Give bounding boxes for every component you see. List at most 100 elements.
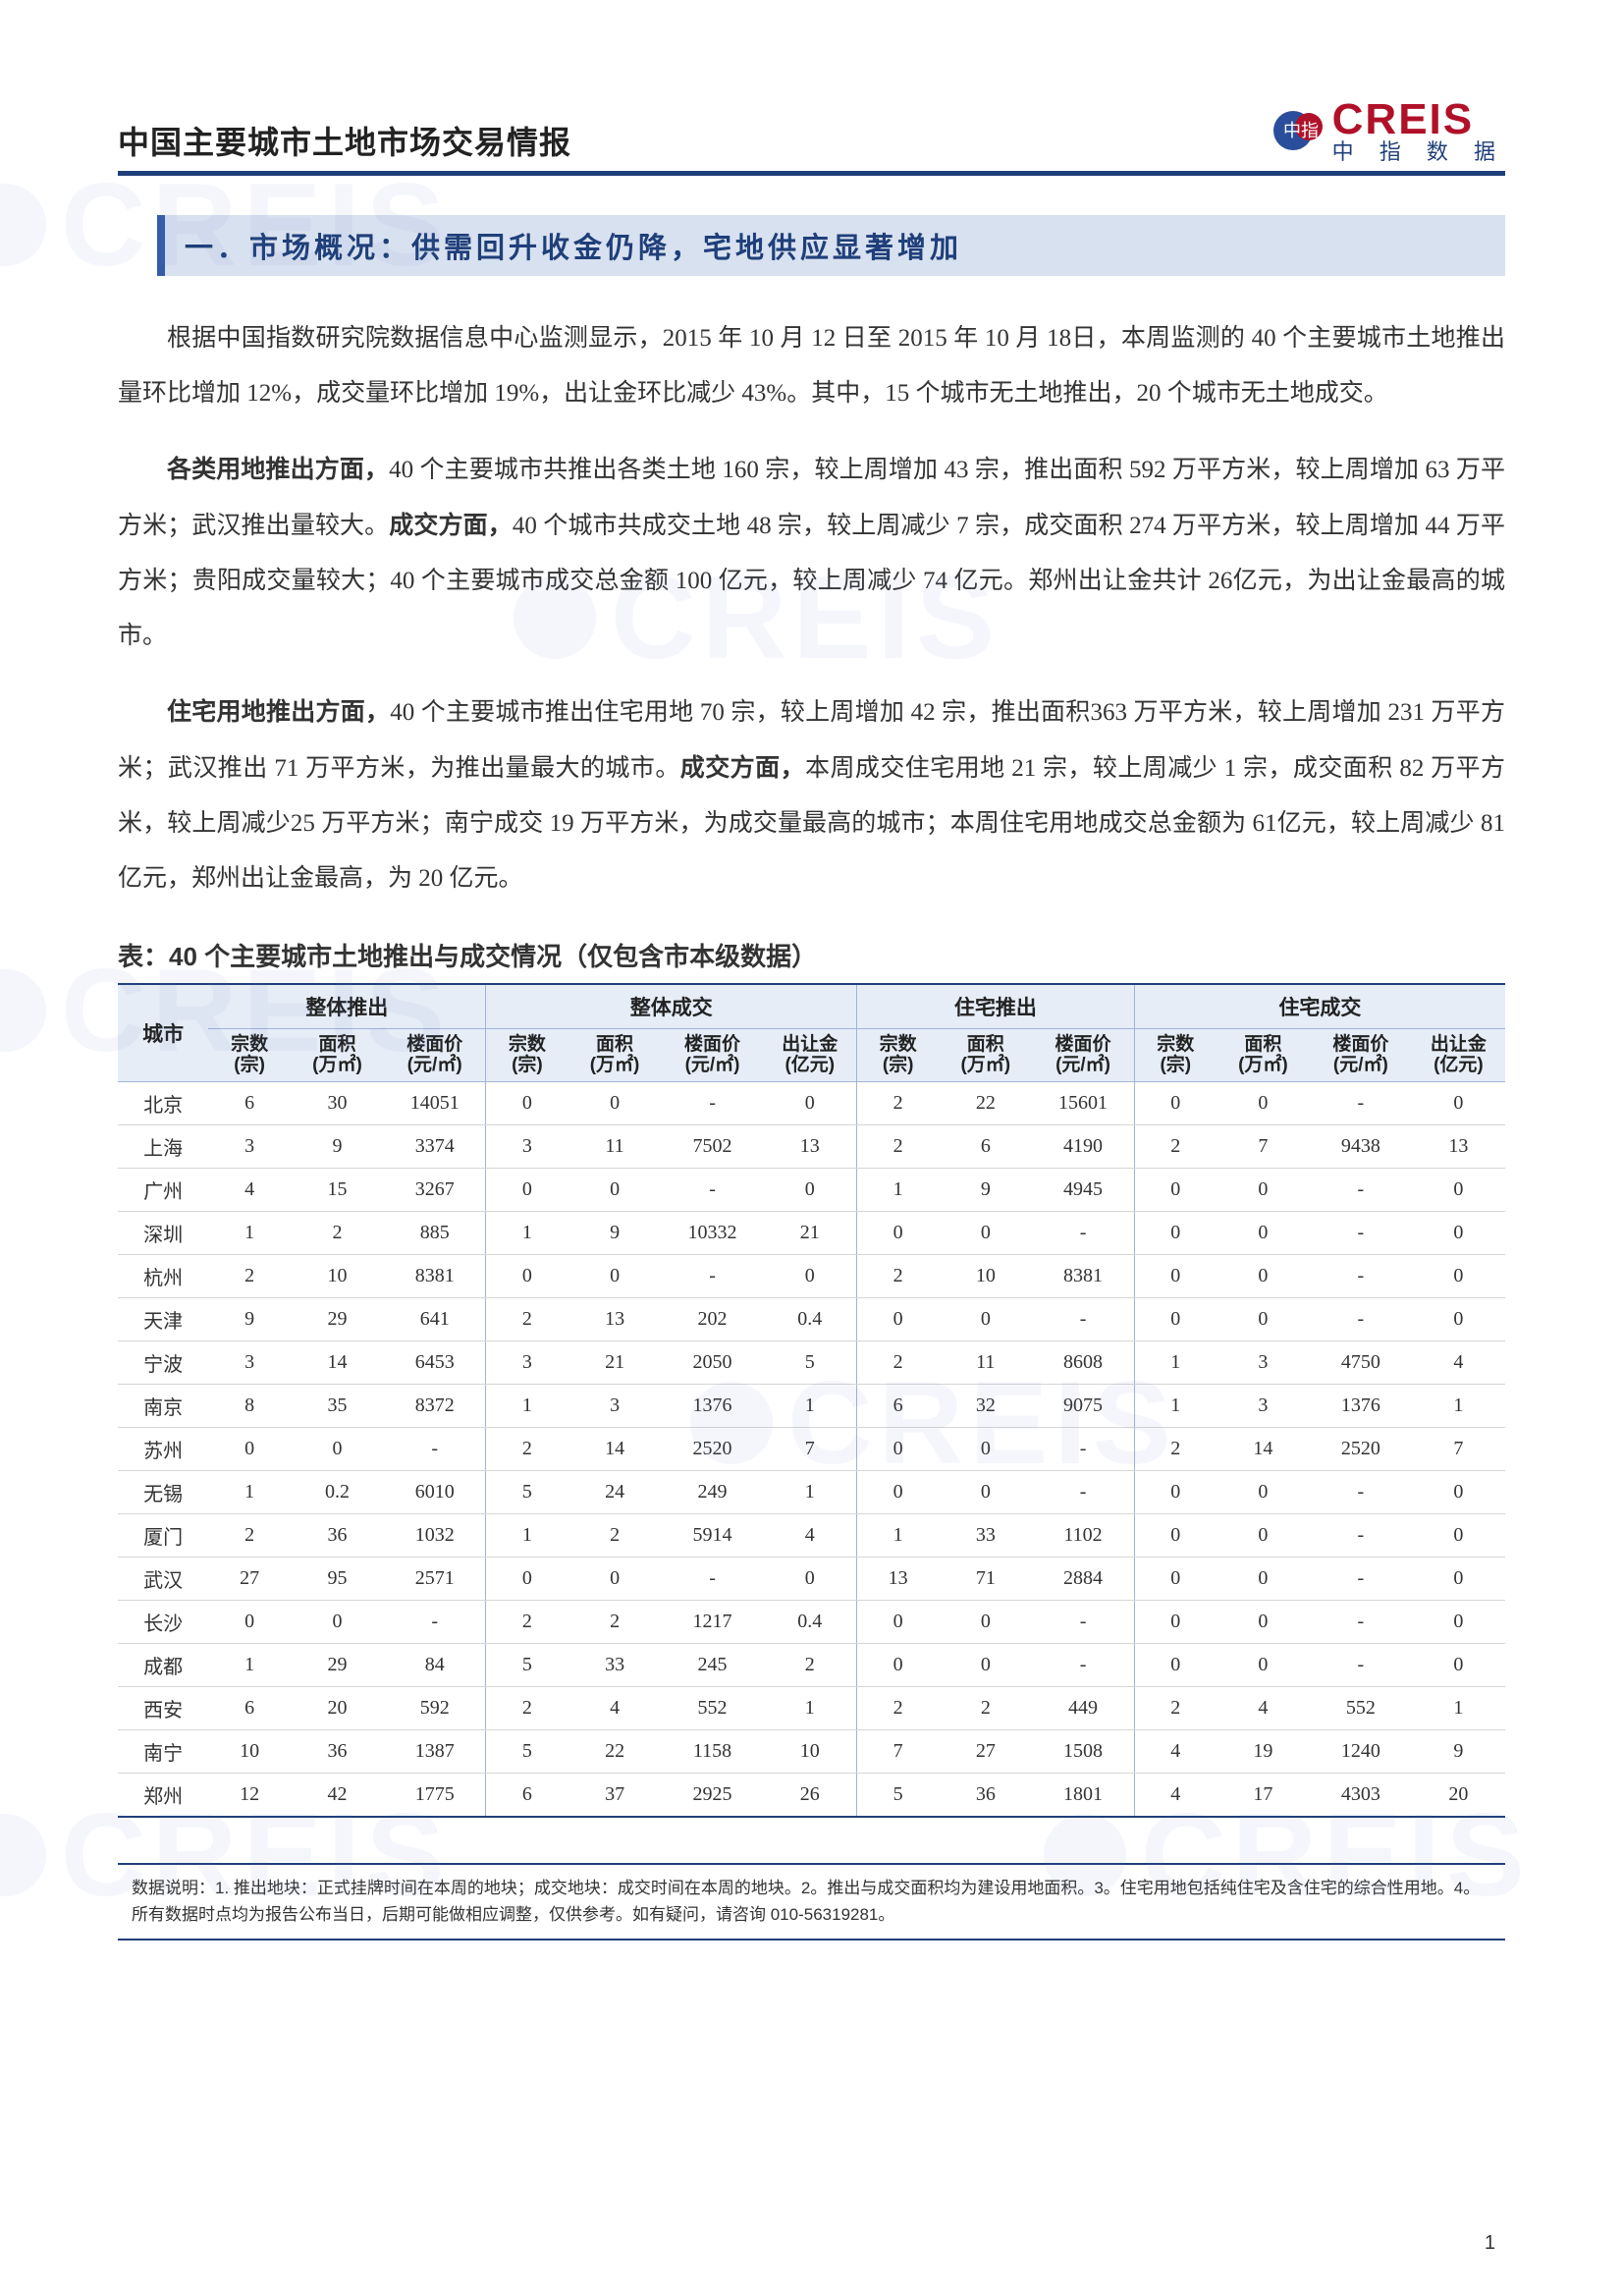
- table-cell: 7: [1412, 1428, 1505, 1471]
- table-cell: 4: [1412, 1341, 1505, 1385]
- table-cell: -: [1310, 1514, 1412, 1558]
- table-cell: 0.4: [763, 1601, 856, 1644]
- table-cell: 0: [763, 1255, 856, 1298]
- table-cell: 6: [857, 1385, 940, 1428]
- table-cell: 1: [1412, 1385, 1505, 1428]
- table-cell: 0: [1134, 1471, 1217, 1514]
- table-cell: -: [1310, 1601, 1412, 1644]
- table-cell: 0: [291, 1601, 384, 1644]
- table-cell: 0: [1134, 1514, 1217, 1558]
- logo-brand-text: CREIS: [1332, 98, 1505, 141]
- table-cell: 0: [857, 1212, 940, 1255]
- table-cell: 1: [763, 1471, 856, 1514]
- table-cell: 14051: [384, 1082, 486, 1125]
- table-row: 无锡10.26010524249100-00-0: [118, 1471, 1505, 1514]
- table-cell: 0: [1217, 1255, 1310, 1298]
- table-cell: 6: [208, 1082, 291, 1125]
- table-cell: 6: [486, 1774, 568, 1818]
- table-cell: 1: [208, 1471, 291, 1514]
- table-cell: 8608: [1032, 1341, 1134, 1385]
- table-cell: 4: [763, 1514, 856, 1558]
- table-cell: 7502: [662, 1125, 764, 1169]
- table-cell: 9: [208, 1298, 291, 1341]
- subcol: 面积(万㎡): [939, 1028, 1032, 1082]
- table-cell: 西安: [118, 1687, 208, 1730]
- table-cell: 21: [568, 1341, 661, 1385]
- table-cell: 0: [1134, 1212, 1217, 1255]
- grp-overall-deal: 整体成交: [486, 984, 857, 1029]
- table-cell: 1775: [384, 1774, 486, 1818]
- p3-lead2: 成交方面，: [680, 754, 805, 782]
- table-cell: 6: [208, 1687, 291, 1730]
- table-cell: 19: [1217, 1730, 1310, 1774]
- table-cell: 长沙: [118, 1601, 208, 1644]
- table-cell: -: [662, 1082, 764, 1125]
- table-row: 宁波31464533212050521186081347504: [118, 1341, 1505, 1385]
- table-row: 南京8358372131376163290751313761: [118, 1385, 1505, 1428]
- table-cell: 6010: [384, 1471, 486, 1514]
- table-cell: 2: [939, 1687, 1032, 1730]
- table-cell: 0: [1217, 1514, 1310, 1558]
- table-cell: 21: [763, 1212, 856, 1255]
- footnote: 数据说明：1. 推出地块：正式挂牌时间在本周的地块；成交地块：成交时间在本周的地…: [118, 1863, 1505, 1940]
- table-cell: 24: [568, 1471, 661, 1514]
- table-cell: 2050: [662, 1341, 764, 1385]
- table-cell: 1158: [662, 1730, 764, 1774]
- table-cell: 4: [1134, 1730, 1217, 1774]
- table-row: 北京6301405100-02221560100-0: [118, 1082, 1505, 1125]
- table-cell: 2: [857, 1255, 940, 1298]
- table-cell: -: [1032, 1428, 1134, 1471]
- table-cell: 0: [763, 1169, 856, 1212]
- table-cell: 0: [1134, 1255, 1217, 1298]
- table-cell: 0: [1412, 1169, 1505, 1212]
- table-cell: -: [1310, 1644, 1412, 1687]
- table-cell: 6: [939, 1125, 1032, 1169]
- table-cell: 2: [486, 1601, 568, 1644]
- table-cell: 0: [1412, 1644, 1505, 1687]
- table-cell: -: [1310, 1212, 1412, 1255]
- paragraph-1: 根据中国指数研究院数据信息中心监测显示，2015 年 10 月 12 日至 20…: [118, 311, 1505, 422]
- table-cell: 2: [568, 1514, 661, 1558]
- table-cell: 0: [1217, 1082, 1310, 1125]
- table-cell: -: [1032, 1601, 1134, 1644]
- subcol: 出让金(亿元): [1412, 1028, 1505, 1082]
- table-cell: 0: [1134, 1644, 1217, 1687]
- table-cell: 4190: [1032, 1125, 1134, 1169]
- table-row: 厦门23610321259144133110200-0: [118, 1514, 1505, 1558]
- table-cell: 0: [857, 1601, 940, 1644]
- table-cell: 0.2: [291, 1471, 384, 1514]
- table-cell: 3: [568, 1385, 661, 1428]
- table-cell: 2: [763, 1644, 856, 1687]
- table-cell: 4: [208, 1169, 291, 1212]
- table-cell: 1: [1412, 1687, 1505, 1730]
- table-body: 北京6301405100-02221560100-0上海393374311750…: [118, 1082, 1505, 1818]
- table-cell: 0: [208, 1428, 291, 1471]
- table-cell: 4: [1134, 1774, 1217, 1818]
- table-cell: 0: [939, 1428, 1032, 1471]
- table-cell: 10: [763, 1730, 856, 1774]
- table-cell: 0: [1217, 1298, 1310, 1341]
- table-cell: -: [384, 1601, 486, 1644]
- table-cell: 0: [1412, 1255, 1505, 1298]
- subcol: 宗数(宗): [208, 1028, 291, 1082]
- table-cell: 5: [763, 1341, 856, 1385]
- table-cell: 0: [568, 1082, 661, 1125]
- svg-text:中指: 中指: [1283, 121, 1319, 140]
- table-cell: 17: [1217, 1774, 1310, 1818]
- table-cell: 无锡: [118, 1471, 208, 1514]
- table-cell: 2: [291, 1212, 384, 1255]
- table-cell: -: [1310, 1471, 1412, 1514]
- table-cell: 33: [568, 1644, 661, 1687]
- table-cell: 11: [568, 1125, 661, 1169]
- paragraph-2: 各类用地推出方面，40 个主要城市共推出各类土地 160 宗，较上周增加 43 …: [118, 442, 1505, 665]
- subcol: 楼面价(元/㎡): [1310, 1028, 1412, 1082]
- table-row: 郑州124217756372925265361801417430320: [118, 1774, 1505, 1818]
- table-cell: 天津: [118, 1298, 208, 1341]
- table-cell: 上海: [118, 1125, 208, 1169]
- table-cell: 0: [486, 1082, 568, 1125]
- p2-lead2: 成交方面，: [389, 512, 513, 539]
- table-cell: 0: [1412, 1601, 1505, 1644]
- table-cell: 885: [384, 1212, 486, 1255]
- table-cell: 9: [291, 1125, 384, 1169]
- table-cell: 1376: [1310, 1385, 1412, 1428]
